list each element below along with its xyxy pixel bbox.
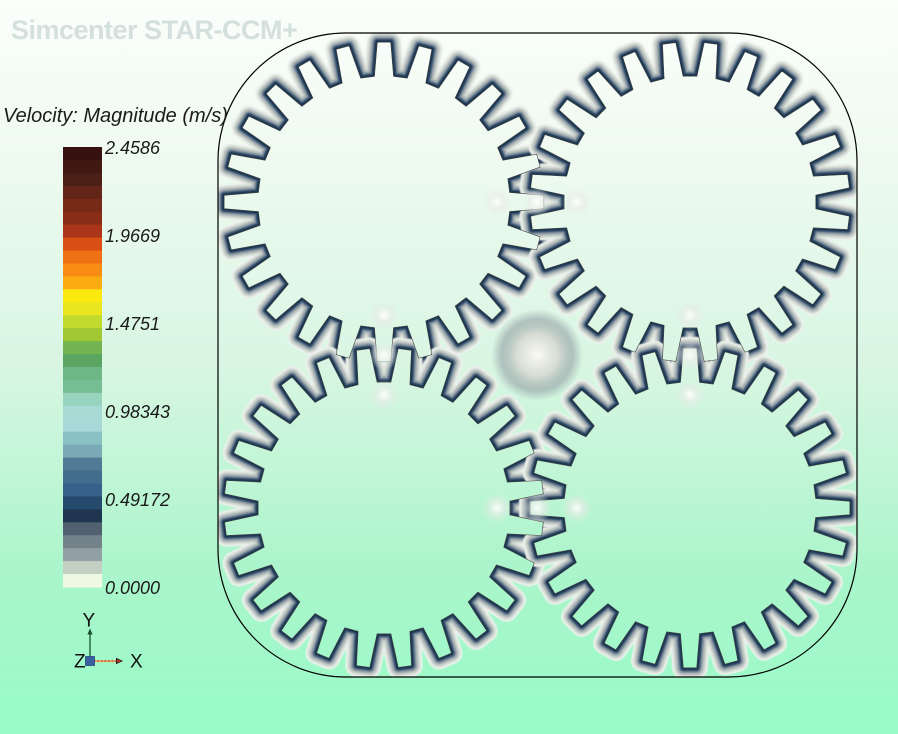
svg-text:0.98343: 0.98343 [105, 402, 170, 422]
svg-text:0.0000: 0.0000 [105, 578, 160, 598]
svg-text:1.9669: 1.9669 [105, 226, 160, 246]
svg-text:Simcenter STAR-CCM+: Simcenter STAR-CCM+ [11, 15, 297, 45]
svg-text:2.4586: 2.4586 [104, 138, 161, 158]
svg-text:Z: Z [74, 652, 86, 673]
svg-text:0.49172: 0.49172 [105, 490, 170, 510]
svg-text:Y: Y [83, 611, 96, 632]
svg-text:Velocity: Magnitude (m/s): Velocity: Magnitude (m/s) [3, 105, 228, 127]
svg-text:1.4751: 1.4751 [105, 314, 160, 334]
svg-text:X: X [130, 652, 143, 673]
